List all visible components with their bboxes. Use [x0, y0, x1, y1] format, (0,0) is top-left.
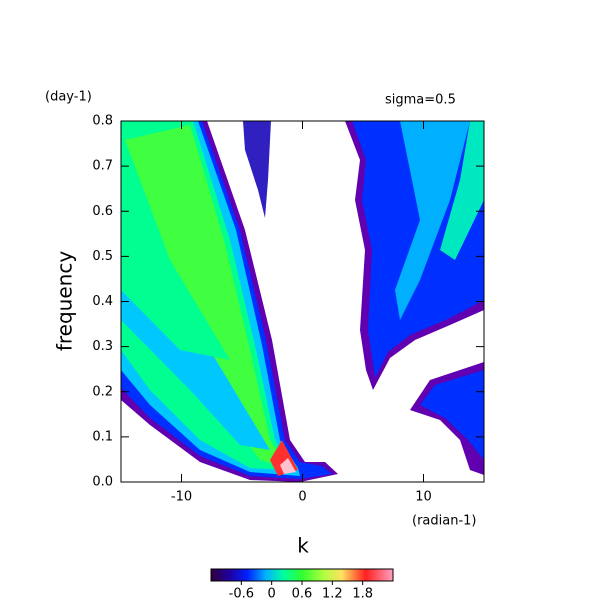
- y-unit-label: (day-1): [45, 90, 92, 105]
- colorbar-tick-label: 0: [268, 587, 276, 602]
- x-tick-label: 0: [298, 490, 306, 505]
- y-tick-label: 0.0: [92, 475, 113, 490]
- colorbar-tick-label: -0.6: [229, 587, 254, 602]
- x-tick-label: -10: [171, 490, 192, 505]
- y-tick-label: 0.1: [92, 429, 113, 444]
- y-tick-label: 0.7: [92, 159, 113, 174]
- y-tick-label: 0.3: [92, 339, 113, 354]
- y-axis-label: frequency: [53, 251, 77, 351]
- x-axis-label: k: [297, 534, 309, 558]
- colorbar-tick-label: 0.6: [292, 587, 313, 602]
- colorbar-tick-label: 1.2: [322, 587, 343, 602]
- contour-fill: [121, 121, 484, 482]
- y-tick-label: 0.6: [92, 204, 113, 219]
- x-tick-label: 10: [415, 490, 432, 505]
- x-unit-label: (radian-1): [412, 514, 477, 529]
- y-tick-label: 0.5: [92, 249, 113, 264]
- colorbar: [210, 568, 394, 582]
- sigma-label: sigma=0.5: [385, 93, 456, 108]
- y-tick-label: 0.4: [92, 294, 113, 309]
- y-tick-label: 0.8: [92, 114, 113, 129]
- y-tick-label: 0.2: [92, 384, 113, 399]
- colorbar-tick-label: 1.8: [352, 587, 373, 602]
